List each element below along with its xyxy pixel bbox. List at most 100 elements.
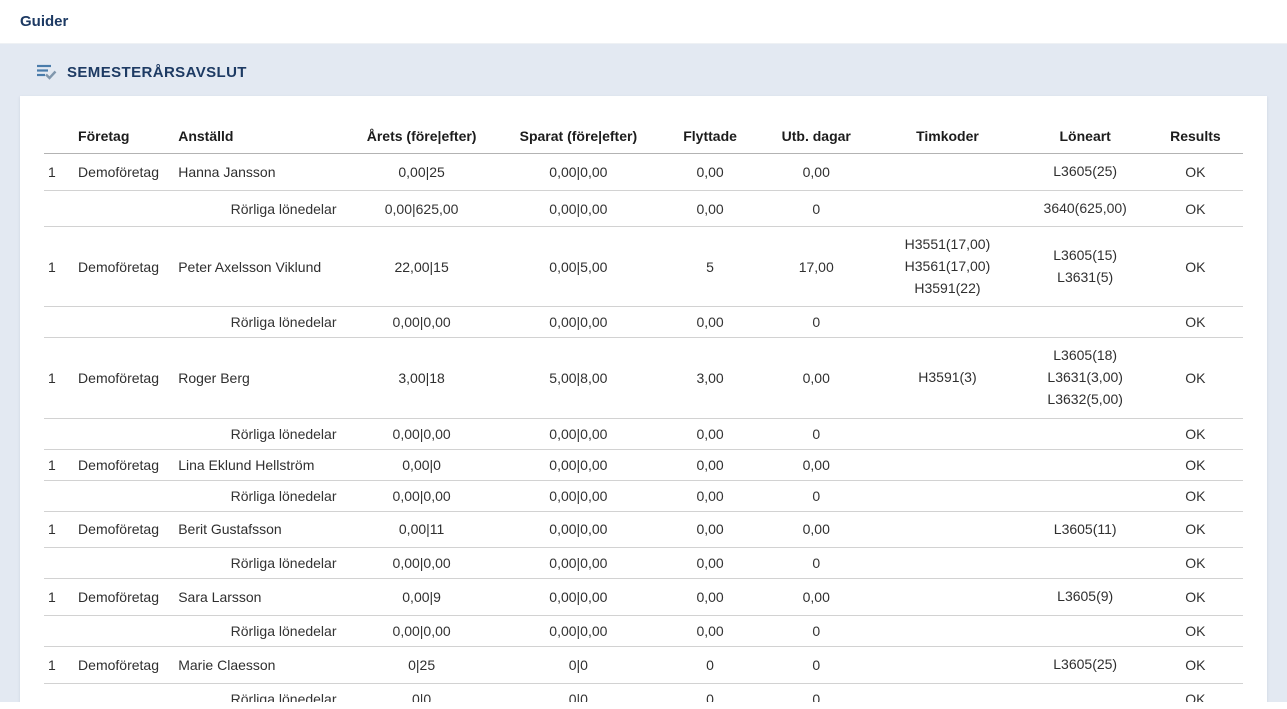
cell-sparat: 0,00|5,00 [496,226,660,308]
breadcrumb[interactable]: Guider [20,13,69,30]
cell-company: Demoföretag [74,449,175,481]
cell-flyttade: 0,00 [660,153,761,191]
cell-flyttade: 3,00 [660,337,761,419]
cell-loneart [1022,418,1148,450]
employee-row: 1 Demoföretag Hanna Jansson 0,00|25 0,00… [44,153,1243,191]
cell-employee-name: Hanna Jansson [174,153,347,191]
variable-pay-row: Rörliga lönedelar 0,00|0,00 0,00|0,00 0,… [44,547,1243,580]
cell-timkoder [872,615,1023,647]
cell-loneart [1022,306,1148,339]
cell-results: OK [1147,615,1243,647]
header-employee: Anställd [174,120,347,154]
cell-flyttade: 0,00 [660,578,761,616]
cell-flyttade: 0,00 [660,547,761,580]
cell-timkoder: H3591(3) [872,337,1023,419]
cell-empty [74,547,175,580]
cell-timkoder [872,480,1023,512]
cell-sparat: 0,00|0,00 [496,449,660,481]
variable-pay-row: Rörliga lönedelar 0,00|0,00 0,00|0,00 0,… [44,480,1243,512]
cell-utb-dagar: 0,00 [760,511,873,549]
cell-employee-name: Berit Gustafsson [174,511,347,549]
checklist-icon [37,64,57,80]
cell-sparat: 0|0 [496,646,660,684]
cell-sub-label: Rörliga lönedelar [174,547,347,580]
cell-sub-label: Rörliga lönedelar [174,615,347,647]
results-card: Företag Anställd Årets (före|efter) Spar… [20,96,1267,709]
cell-loneart: L3605(25) [1022,153,1148,191]
cell-company: Demoföretag [74,153,175,191]
cell-utb-dagar: 0 [760,547,873,580]
cell-empty [44,547,75,580]
cell-empty [74,418,175,450]
variable-pay-row: Rörliga lönedelar 0,00|0,00 0,00|0,00 0,… [44,615,1243,647]
cell-row-number: 1 [44,153,75,191]
cell-timkoder [872,153,1023,191]
cell-results: OK [1147,449,1243,481]
cell-empty [44,480,75,512]
cell-sub-label: Rörliga lönedelar [174,306,347,339]
cell-empty [44,418,75,450]
cell-results: OK [1147,480,1243,512]
section-title: SEMESTERÅRSAVSLUT [67,63,247,81]
cell-sparat: 0,00|0,00 [496,511,660,549]
cell-sparat: 0,00|0,00 [496,190,660,228]
cell-empty [74,190,175,228]
cell-results: OK [1147,306,1243,339]
cell-timkoder [872,646,1023,684]
content-area: SEMESTERÅRSAVSLUT Företag Anställd Årets… [0,44,1287,709]
cell-flyttade: 0,00 [660,449,761,481]
cell-results: OK [1147,511,1243,549]
cell-flyttade: 0,00 [660,190,761,228]
cell-employee-name: Marie Claesson [174,646,347,684]
cell-timkoder [872,306,1023,339]
cell-utb-dagar: 0,00 [760,153,873,191]
cell-utb-dagar: 0 [760,190,873,228]
cell-flyttade: 0,00 [660,615,761,647]
cell-sparat: 0,00|0,00 [496,306,660,339]
header-row-number [44,120,75,154]
cell-company: Demoföretag [74,511,175,549]
cell-results: OK [1147,337,1243,419]
cell-utb-dagar: 0,00 [760,578,873,616]
header-utb-dagar: Utb. dagar [760,120,873,154]
cell-loneart: L3605(15) L3631(5) [1022,226,1148,308]
cell-loneart [1022,547,1148,580]
header-company: Företag [74,120,175,154]
cell-arets: 0,00|0,00 [346,615,497,647]
cell-empty [74,480,175,512]
header-loneart: Löneart [1022,120,1148,154]
cell-arets: 22,00|15 [346,226,497,308]
cell-arets: 0,00|0 [346,449,497,481]
cell-timkoder [872,547,1023,580]
cell-timkoder [872,449,1023,481]
cell-flyttade: 0,00 [660,511,761,549]
cell-employee-name: Roger Berg [174,337,347,419]
cell-arets: 0,00|0,00 [346,418,497,450]
cell-sparat: 5,00|8,00 [496,337,660,419]
cell-loneart: 3640(625,00) [1022,190,1148,228]
cell-sparat: 0,00|0,00 [496,615,660,647]
cell-loneart: L3605(11) [1022,511,1148,549]
cell-arets: 0,00|0,00 [346,480,497,512]
cell-arets: 0,00|0,00 [346,306,497,339]
cell-flyttade: 0 [660,646,761,684]
variable-pay-row: Rörliga lönedelar 0,00|0,00 0,00|0,00 0,… [44,418,1243,450]
employee-row: 1 Demoföretag Peter Axelsson Viklund 22,… [44,226,1243,308]
cell-row-number: 1 [44,646,75,684]
cell-results: OK [1147,153,1243,191]
cell-empty [44,615,75,647]
cell-sub-label: Rörliga lönedelar [174,418,347,450]
header-timkoder: Timkoder [872,120,1023,154]
header-sparat: Sparat (före|efter) [496,120,660,154]
cell-timkoder [872,418,1023,450]
cell-empty [74,306,175,339]
header-results: Results [1147,120,1243,154]
cell-results: OK [1147,226,1243,308]
cell-sub-label: Rörliga lönedelar [174,190,347,228]
cell-row-number: 1 [44,337,75,419]
wizard-section-header[interactable]: SEMESTERÅRSAVSLUT [20,44,1267,96]
cell-results: OK [1147,190,1243,228]
header-flyttade: Flyttade [660,120,761,154]
cell-results: OK [1147,578,1243,616]
top-bar: Guider [0,0,1287,44]
